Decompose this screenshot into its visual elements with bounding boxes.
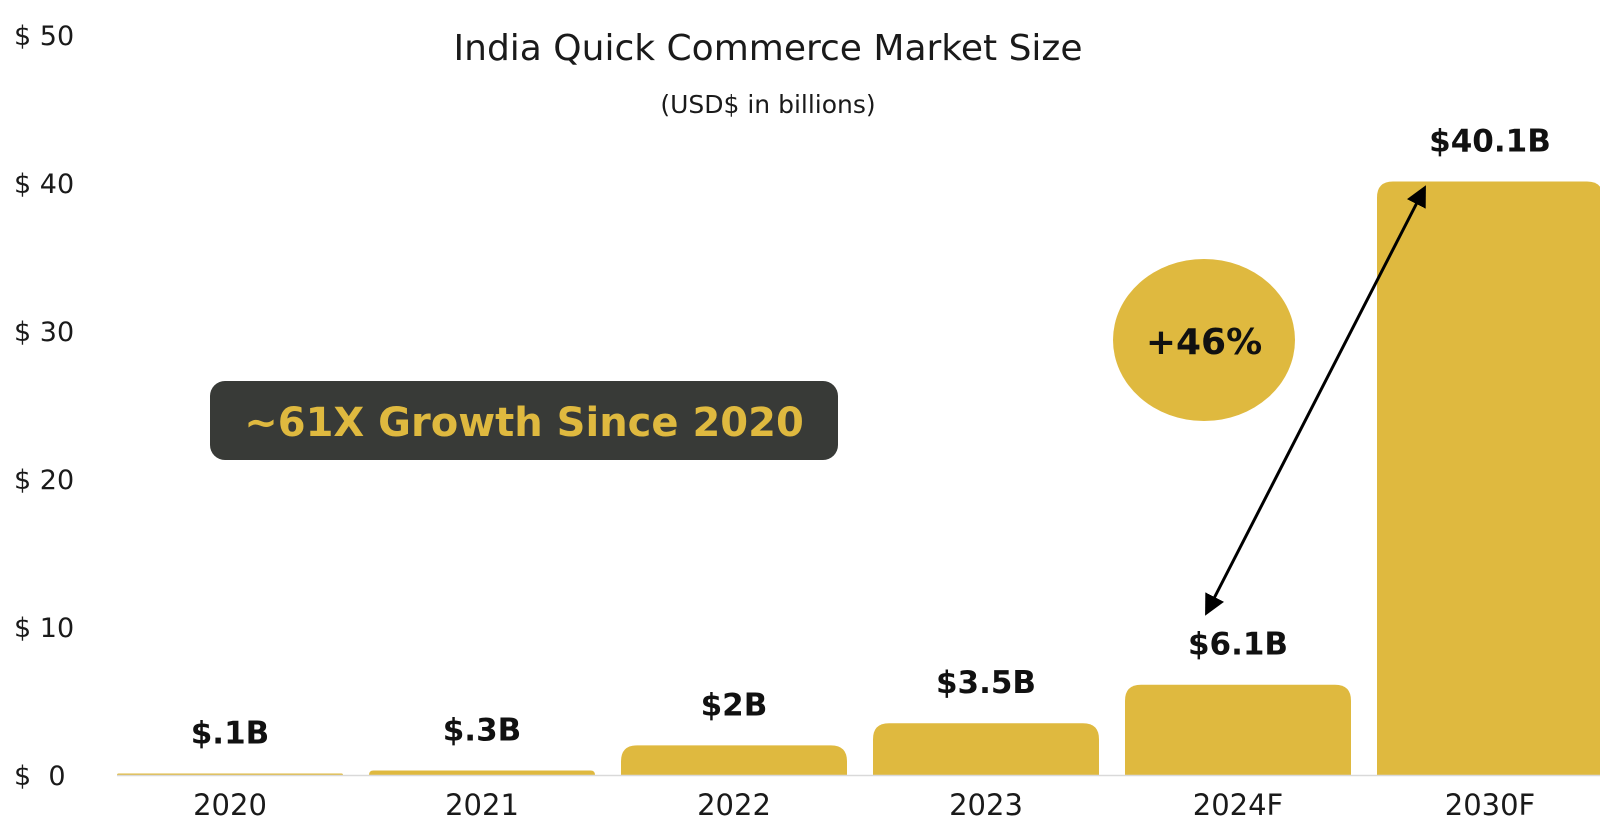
- chart-title: India Quick Commerce Market Size: [454, 28, 1083, 69]
- bar-2023: [873, 723, 1099, 775]
- y-tick-label: $ 40: [14, 169, 74, 200]
- bar-2021: [369, 770, 595, 775]
- y-tick-label: $ 30: [14, 317, 74, 348]
- x-tick-label: 2024F: [1193, 788, 1283, 822]
- y-tick-label: $ 50: [14, 21, 74, 52]
- bar-2024f: [1125, 684, 1351, 775]
- growth-badge-text: ~61X Growth Since 2020: [244, 400, 804, 446]
- data-label: $2B: [701, 687, 768, 723]
- x-axis-ticks: 2020 2021 2022 2023 2024F 2030F: [193, 788, 1535, 822]
- data-labels: $.1B $.3B $2B $3.5B $6.1B $40.1B: [191, 124, 1551, 752]
- bar-2020: [117, 773, 343, 775]
- cagr-bubble-text: +46%: [1146, 322, 1262, 363]
- data-label: $3.5B: [936, 665, 1036, 701]
- y-tick-label: $ 20: [14, 465, 74, 496]
- y-tick-label: $ 10: [14, 613, 74, 644]
- y-axis-ticks: $ 0 $ 10 $ 20 $ 30 $ 40 $ 50: [14, 21, 74, 792]
- bar-2022: [621, 745, 847, 775]
- bars: [117, 181, 1600, 775]
- chart-subtitle: (USD$ in billions): [660, 90, 875, 119]
- data-label: $6.1B: [1188, 627, 1288, 663]
- y-tick-label: $ 0: [14, 761, 66, 792]
- bar-2030f: [1377, 181, 1600, 775]
- x-tick-label: 2030F: [1445, 788, 1535, 822]
- x-tick-label: 2022: [697, 788, 771, 822]
- growth-badge: ~61X Growth Since 2020: [210, 381, 838, 460]
- x-tick-label: 2020: [193, 788, 267, 822]
- cagr-bubble: +46%: [1113, 259, 1295, 421]
- data-label: $.1B: [191, 716, 270, 752]
- x-tick-label: 2023: [949, 788, 1023, 822]
- growth-arrow: [1205, 185, 1426, 616]
- growth-badge-background: [210, 381, 838, 460]
- data-label: $40.1B: [1429, 124, 1551, 160]
- data-label: $.3B: [443, 713, 522, 749]
- x-tick-label: 2021: [445, 788, 519, 822]
